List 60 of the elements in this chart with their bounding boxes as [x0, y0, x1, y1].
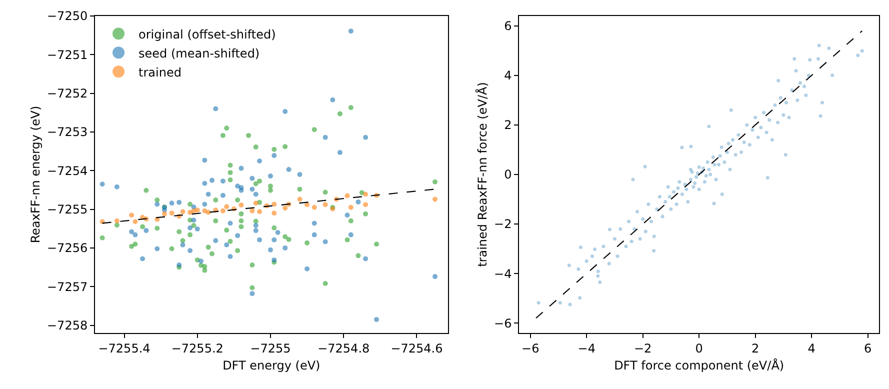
- point: [250, 208, 255, 214]
- point: [238, 202, 244, 208]
- x-tick-label: 6: [864, 341, 872, 356]
- y-tick-label: 0: [504, 168, 512, 182]
- y-tick-label: −7250: [47, 9, 88, 24]
- y-tick-label: −7257: [47, 280, 88, 294]
- x-tick-label: −7255: [250, 341, 291, 356]
- point: [272, 202, 277, 207]
- x-tick-label: −7255.2: [171, 341, 224, 356]
- legend-label: original (offset-shifted): [138, 27, 276, 42]
- y-tick-label: −4: [494, 266, 512, 281]
- x-tick-label: −4: [578, 341, 596, 356]
- point: [129, 212, 134, 218]
- y-axis-title: ReaxFF-nn energy (eV): [28, 106, 42, 244]
- point: [344, 193, 350, 198]
- x-tick-label: −2: [634, 341, 652, 356]
- point: [432, 196, 438, 202]
- x-tick-label: −7255.4: [98, 341, 150, 356]
- y-tick-label: −2: [494, 217, 512, 232]
- legend-label: trained: [138, 65, 182, 80]
- y-axis-title: trained ReaxFF-nn force (eV/Å): [474, 82, 490, 267]
- y-tick-label: −7256: [47, 241, 88, 256]
- point: [180, 209, 186, 214]
- x-tick-label: −6: [522, 341, 540, 356]
- y-tick-label: −7253: [47, 125, 88, 140]
- point: [132, 219, 138, 224]
- y-tick-label: −7252: [47, 86, 88, 101]
- y-tick-label: 6: [504, 19, 512, 34]
- x-tick-label: 2: [751, 341, 760, 356]
- point: [272, 210, 277, 216]
- y-tick-label: 2: [504, 118, 512, 132]
- y-tick-label: −7251: [47, 48, 88, 62]
- y-tick-label: 4: [504, 68, 512, 83]
- point: [257, 209, 262, 214]
- x-tick-label: 0: [695, 341, 703, 356]
- point: [322, 202, 328, 208]
- y-tick-label: −7258: [47, 318, 88, 332]
- point: [312, 204, 317, 210]
- legend-label: seed (mean-shifted): [138, 46, 260, 60]
- x-tick-label: −7254.6: [390, 341, 443, 356]
- point: [169, 210, 174, 216]
- y-tick-label: −6: [494, 316, 512, 330]
- point: [348, 204, 354, 210]
- x-tick-label: −7254.8: [318, 341, 370, 356]
- point: [194, 208, 200, 213]
- point: [220, 208, 226, 214]
- point: [206, 210, 211, 215]
- point: [363, 202, 368, 208]
- point: [282, 206, 288, 211]
- point: [224, 204, 230, 210]
- y-tick-label: −7254: [47, 164, 88, 178]
- point: [253, 200, 258, 206]
- point: [363, 192, 368, 197]
- x-axis-title: DFT energy (eV): [222, 358, 320, 372]
- point: [297, 196, 302, 202]
- x-tick-label: 4: [808, 341, 816, 356]
- point: [114, 218, 120, 224]
- y-tick-label: −7255: [47, 202, 88, 216]
- point: [162, 211, 167, 216]
- x-axis-title: DFT force component (eV/Å): [614, 357, 784, 372]
